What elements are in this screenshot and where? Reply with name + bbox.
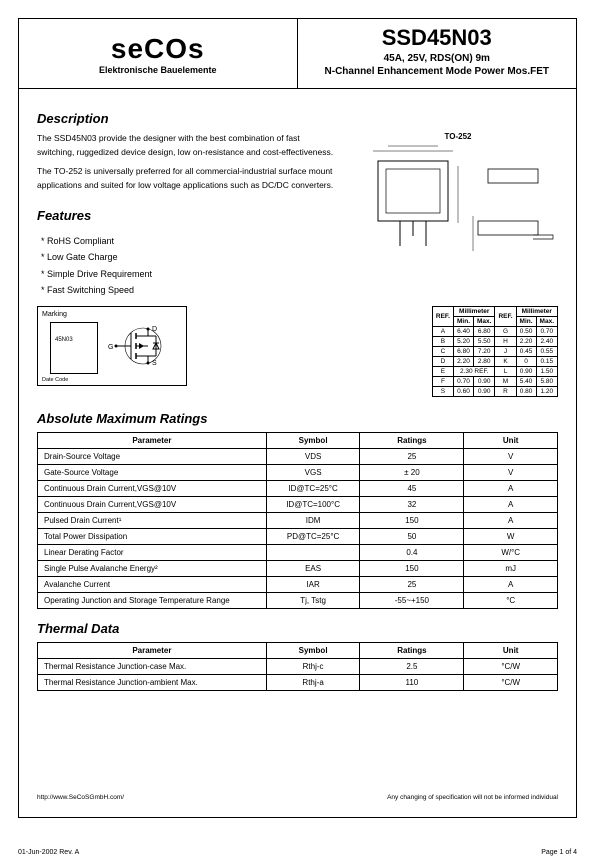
- header-right: SSD45N03 45A, 25V, RDS(ON) 9m N-Channel …: [298, 19, 577, 88]
- footer-url: http://www.SeCoSGmbH.com/: [37, 794, 124, 801]
- marking-label: Marking: [42, 311, 182, 318]
- feature-item: Fast Switching Speed: [41, 282, 338, 298]
- feature-item: Simple Drive Requirement: [41, 266, 338, 282]
- dim-mm-header: Millimeter: [454, 306, 495, 316]
- dimension-table: REF. Millimeter REF. Millimeter Min.Max.…: [432, 306, 558, 397]
- desc-para-2: The TO-252 is universally preferred for …: [37, 165, 338, 192]
- header-left: seCOs Elektronische Bauelemente: [19, 19, 298, 88]
- dim-mm-header: Millimeter: [516, 306, 557, 316]
- footer-disclaimer: Any changing of specification will not b…: [387, 794, 558, 801]
- features-heading: Features: [37, 206, 338, 227]
- package-label: TO-252: [358, 132, 558, 141]
- dim-ref-header: REF.: [432, 306, 453, 326]
- thermal-heading: Thermal Data: [37, 621, 558, 636]
- features-list: RoHS Compliant Low Gate Charge Simple Dr…: [41, 233, 338, 298]
- page-container: seCOs Elektronische Bauelemente SSD45N03…: [18, 18, 577, 818]
- logo: seCOs: [111, 33, 205, 65]
- product-type: N-Channel Enhancement Mode Power Mos.FET: [304, 66, 571, 77]
- package-diagram: TO-252: [358, 132, 558, 298]
- dim-ref-header: REF.: [495, 306, 516, 326]
- date-code-label: Date Code: [42, 377, 68, 383]
- chip-marking: 45N03: [50, 322, 98, 374]
- footer-bottom: 01-Jun-2002 Rev. A Page 1 of 4: [18, 849, 577, 856]
- spec-line: 45A, 25V, RDS(ON) 9m: [304, 53, 571, 64]
- description-text: The SSD45N03 provide the designer with t…: [37, 132, 338, 298]
- svg-text:G: G: [108, 344, 113, 351]
- description-heading: Description: [37, 111, 558, 126]
- header: seCOs Elektronische Bauelemente SSD45N03…: [19, 19, 576, 89]
- footer-page: Page 1 of 4: [541, 849, 577, 856]
- marking-box: Marking 45N03 G: [37, 306, 187, 386]
- footer-top: http://www.SeCoSGmbH.com/ Any changing o…: [37, 794, 558, 801]
- package-drawing-icon: [358, 141, 558, 281]
- feature-item: Low Gate Charge: [41, 249, 338, 265]
- chip-text: 45N03: [55, 337, 93, 343]
- footer-date: 01-Jun-2002 Rev. A: [18, 849, 79, 856]
- mosfet-symbol-icon: G D S: [106, 321, 176, 371]
- logo-subtitle: Elektronische Bauelemente: [99, 65, 217, 75]
- thermal-table: ParameterSymbolRatingsUnit Thermal Resis…: [37, 642, 558, 691]
- description-row: The SSD45N03 provide the designer with t…: [37, 132, 558, 298]
- abs-max-heading: Absolute Maximum Ratings: [37, 411, 558, 426]
- feature-item: RoHS Compliant: [41, 233, 338, 249]
- part-number: SSD45N03: [304, 25, 571, 51]
- abs-max-table: ParameterSymbolRatingsUnit Drain-Source …: [37, 432, 558, 609]
- marking-dim-row: Marking 45N03 G: [37, 306, 558, 397]
- desc-para-1: The SSD45N03 provide the designer with t…: [37, 132, 338, 159]
- content: Description The SSD45N03 provide the des…: [19, 89, 576, 703]
